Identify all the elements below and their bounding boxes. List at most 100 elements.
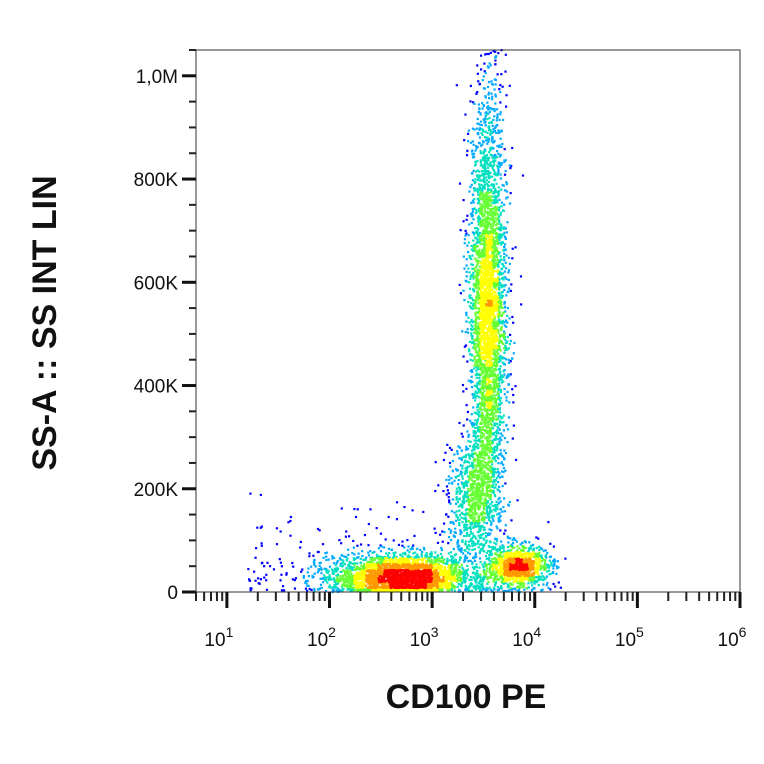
data-point <box>496 206 499 209</box>
data-point <box>472 406 475 409</box>
data-point <box>486 576 490 579</box>
data-point <box>502 550 506 553</box>
data-point <box>259 493 262 497</box>
data-point <box>471 461 474 464</box>
data-point <box>478 589 481 592</box>
data-point <box>467 487 470 491</box>
data-point <box>491 156 494 159</box>
data-point <box>494 581 497 585</box>
data-point <box>475 343 478 346</box>
data-point <box>490 516 493 519</box>
data-point <box>464 584 468 588</box>
data-point <box>467 586 470 589</box>
data-point <box>474 452 477 455</box>
data-point <box>555 565 559 568</box>
data-point <box>493 560 496 563</box>
data-point <box>507 541 510 544</box>
data-point <box>381 561 384 565</box>
data-point <box>420 550 424 554</box>
data-point <box>494 59 497 62</box>
data-point <box>480 222 483 225</box>
data-point <box>500 268 503 271</box>
data-point <box>474 431 478 435</box>
data-point <box>444 585 447 588</box>
data-point <box>490 198 493 202</box>
data-point <box>433 559 436 562</box>
data-point <box>488 567 491 570</box>
data-point <box>466 551 470 554</box>
data-point <box>481 242 484 245</box>
data-point <box>492 447 496 450</box>
data-point <box>474 588 478 591</box>
data-point <box>337 580 341 583</box>
data-point <box>439 560 442 563</box>
data-point <box>476 230 479 233</box>
data-point <box>490 210 493 213</box>
data-point <box>478 411 481 414</box>
data-point <box>496 298 500 301</box>
data-point <box>463 534 466 538</box>
data-point <box>472 246 475 249</box>
data-point <box>451 498 455 501</box>
data-point <box>452 560 455 563</box>
data-point <box>544 566 547 569</box>
data-point <box>478 440 482 443</box>
data-point <box>478 347 481 351</box>
data-point <box>385 552 388 555</box>
data-point <box>464 517 467 520</box>
data-point <box>445 478 448 481</box>
data-point <box>486 501 489 504</box>
data-point <box>458 489 461 492</box>
data-point <box>429 552 432 556</box>
data-point <box>478 185 481 188</box>
data-point <box>481 448 484 451</box>
data-point <box>479 461 482 464</box>
data-point <box>468 552 472 555</box>
data-point <box>461 330 464 333</box>
data-point <box>481 376 484 379</box>
data-point <box>335 582 338 585</box>
data-point <box>485 502 488 505</box>
data-point <box>520 583 523 586</box>
data-point <box>490 362 493 366</box>
data-point <box>497 161 500 164</box>
data-point <box>280 565 283 568</box>
data-point <box>486 411 489 414</box>
data-point <box>401 540 404 543</box>
data-point <box>492 362 495 365</box>
data-point <box>496 116 499 120</box>
data-point <box>493 126 496 130</box>
data-point <box>260 562 264 565</box>
data-point <box>477 493 481 496</box>
data-point <box>499 281 502 285</box>
data-point <box>451 586 454 589</box>
data-point <box>443 568 447 571</box>
data-point <box>457 516 460 519</box>
data-point <box>547 586 550 590</box>
data-point <box>477 103 480 106</box>
data-point <box>485 235 488 239</box>
data-point <box>484 359 487 362</box>
data-point <box>476 187 479 190</box>
data-point <box>479 159 482 162</box>
data-point <box>493 270 496 273</box>
data-point <box>492 489 495 493</box>
data-point <box>506 585 509 589</box>
data-point <box>479 253 482 256</box>
data-point <box>485 219 488 222</box>
data-point <box>482 575 485 578</box>
data-point <box>499 359 502 362</box>
data-point <box>514 588 517 591</box>
data-point <box>392 555 396 558</box>
data-point <box>458 446 462 449</box>
data-point <box>471 466 475 469</box>
data-point <box>463 576 466 579</box>
data-point <box>537 584 540 587</box>
data-point <box>503 270 506 273</box>
data-point <box>493 228 496 232</box>
data-point <box>485 412 488 415</box>
data-point <box>499 306 502 309</box>
data-point <box>475 208 478 211</box>
data-point <box>465 314 468 317</box>
data-point <box>502 332 506 335</box>
